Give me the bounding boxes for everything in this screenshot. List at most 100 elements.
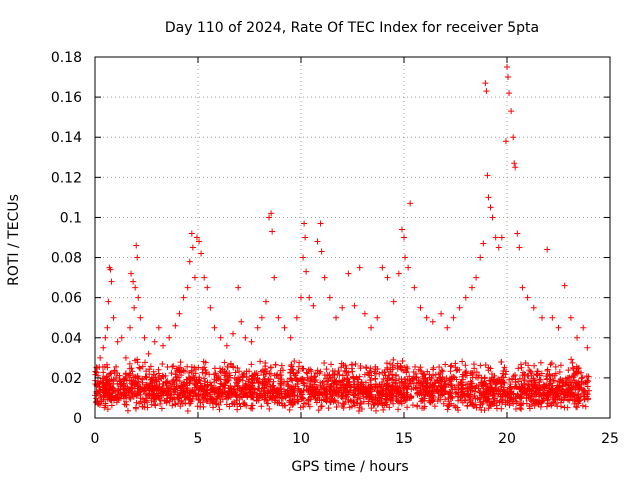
data-point [401,382,408,389]
data-point [224,373,231,380]
data-point [337,384,344,391]
data-point [561,404,568,411]
data-point [506,90,513,97]
data-point [266,214,273,221]
data-point [377,383,384,390]
data-point [349,361,356,368]
data-point [102,400,109,407]
data-point [390,379,397,386]
data-point [272,361,279,368]
data-point [262,375,269,382]
data-point [211,379,218,386]
data-point [223,377,230,384]
data-point [368,324,375,331]
data-point [570,374,577,381]
y-tick-label: 0.02 [51,371,82,387]
data-point [187,376,194,383]
data-point [114,338,121,345]
data-point [176,310,183,317]
data-point [123,377,130,384]
data-point [299,365,306,372]
data-point [368,368,375,375]
y-tick-label: 0.06 [51,291,82,307]
data-point [417,364,424,371]
data-point [103,373,110,380]
data-point [145,350,152,357]
data-point [495,244,502,251]
data-point [128,380,135,387]
data-point [137,314,144,321]
data-point [303,386,310,393]
data-point [196,238,203,245]
data-point [551,372,558,379]
data-point [266,370,273,377]
data-point [113,363,120,370]
data-point [502,138,509,145]
data-point [221,359,228,366]
data-point [354,384,361,391]
data-point [424,380,431,387]
data-point [362,379,369,386]
data-point [471,365,478,372]
data-point [217,398,224,405]
data-point [466,393,473,400]
data-point [307,396,314,403]
data-point [300,387,307,394]
data-point [374,314,381,321]
data-point [367,377,374,384]
data-point [191,364,198,371]
data-point [102,334,109,341]
data-point [236,400,243,407]
data-point [421,395,428,402]
data-point [344,388,351,395]
data-point [132,379,139,386]
data-point [401,397,408,404]
data-point [314,238,321,245]
data-point [100,344,107,351]
data-point [584,344,591,351]
data-point [128,390,135,397]
data-point [566,397,573,404]
data-point [407,200,414,207]
data-point [448,374,455,381]
data-point [487,204,494,211]
data-point [405,264,412,271]
data-point [201,375,208,382]
data-point [538,370,545,377]
data-point [445,403,452,410]
data-point [583,391,590,398]
data-point [368,388,375,395]
data-point [566,391,573,398]
data-point [169,402,176,409]
data-point [341,367,348,374]
data-point [521,377,528,384]
data-point [219,366,226,373]
data-point [128,365,135,372]
data-point [204,284,211,291]
data-point [506,391,513,398]
data-point [498,234,505,241]
data-point [125,389,132,396]
data-point [274,399,281,406]
data-point [204,396,211,403]
data-point [392,393,399,400]
data-point [438,388,445,395]
data-point [304,374,311,381]
data-point [197,383,204,390]
data-point [189,244,196,251]
data-point [290,366,297,373]
data-point [132,405,139,412]
data-point [564,396,571,403]
data-point [103,377,110,384]
chart-title: Day 110 of 2024, Rate Of TEC Index for r… [165,20,539,36]
data-point [262,359,269,366]
data-point [300,376,307,383]
data-point [339,304,346,311]
data-point [164,385,171,392]
data-point [354,396,361,403]
data-point [136,383,143,390]
data-point [339,377,346,384]
data-point [394,387,401,394]
data-point [158,385,165,392]
data-point [142,359,149,366]
